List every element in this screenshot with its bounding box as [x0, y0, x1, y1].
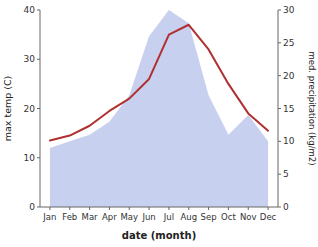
x-tick-label: Oct — [221, 212, 236, 222]
x-axis-line — [40, 207, 278, 208]
x-tick — [69, 207, 70, 210]
x-tick-label: Jan — [42, 212, 56, 222]
x-tick-label: Mar — [82, 212, 99, 222]
y2-tick — [278, 42, 281, 43]
x-tick — [109, 207, 110, 210]
y-tick — [37, 108, 40, 109]
y-tick-label: 30 — [24, 54, 36, 64]
y-tick — [37, 10, 40, 11]
x-tick-label: Apr — [102, 212, 117, 222]
y2-tick — [278, 10, 281, 11]
y-tick — [37, 59, 40, 60]
x-tick — [248, 207, 249, 210]
x-tick — [49, 207, 50, 210]
y2-tick — [278, 174, 281, 175]
y-tick-label: 10 — [24, 153, 36, 163]
x-tick — [168, 207, 169, 210]
temp-line — [50, 25, 268, 141]
x-tick — [188, 207, 189, 210]
x-tick-label: Jul — [163, 212, 174, 222]
y2-tick — [278, 207, 281, 208]
y2-tick-label: 10 — [283, 136, 295, 146]
x-tick-label: Sep — [201, 212, 217, 222]
y-tick-label: 40 — [24, 5, 36, 15]
y-tick — [37, 157, 40, 158]
y2-tick-label: 30 — [283, 5, 295, 15]
x-tick-label: May — [120, 212, 138, 222]
chart: 0 10 20 30 40 0 5 10 15 20 25 30 Jan Feb MarAprMayJun J… — [0, 0, 318, 247]
y2-tick — [278, 108, 281, 109]
y-tick — [37, 207, 40, 208]
y-tick-label: 20 — [24, 104, 36, 114]
x-tick — [208, 207, 209, 210]
x-tick — [228, 207, 229, 210]
x-tick — [149, 207, 150, 210]
y-tick-label: 0 — [29, 202, 35, 212]
y2-tick — [278, 75, 281, 76]
y2-tick-label: 0 — [283, 202, 289, 212]
plot-area — [50, 10, 268, 207]
y2-tick — [278, 141, 281, 142]
x-tick-label: Jun — [141, 212, 155, 222]
x-tick-label: Dec — [260, 212, 277, 222]
x-tick — [89, 207, 90, 210]
y-axis-label: max temp (C) — [2, 76, 13, 142]
x-tick-label: Aug — [180, 212, 197, 222]
y2-tick-label: 5 — [283, 169, 289, 179]
x-tick-label: Nov — [240, 212, 257, 222]
y2-tick-label: 20 — [283, 71, 295, 81]
y2-tick-label: 25 — [283, 38, 294, 48]
x-tick-label: Feb — [62, 212, 77, 222]
x-tick — [129, 207, 130, 210]
precip-area — [50, 10, 268, 207]
x-tick — [268, 207, 269, 210]
y2-axis-label: med. precipitation (kg/m2) — [307, 51, 317, 165]
y2-tick-label: 15 — [283, 104, 294, 114]
x-axis-label: date (month) — [122, 230, 196, 241]
